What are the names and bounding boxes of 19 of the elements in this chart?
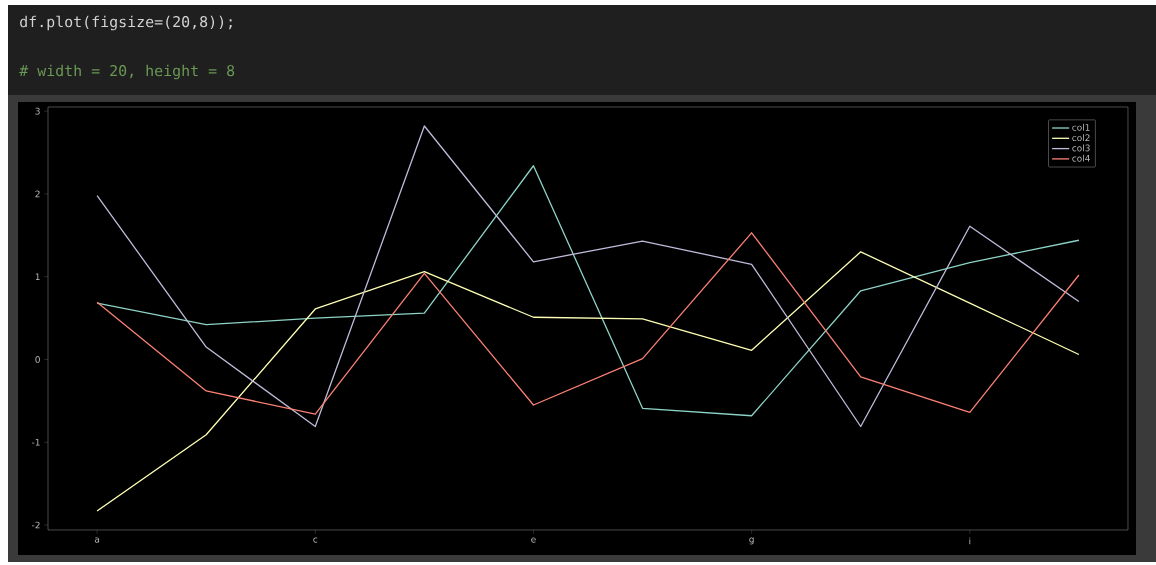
- legend-label: col2: [1072, 134, 1090, 142]
- y-tick-label: 0: [35, 356, 40, 363]
- y-tick-label: 1: [35, 273, 40, 280]
- legend-label: col4: [1072, 154, 1090, 162]
- y-tick-label: 3: [35, 107, 40, 115]
- legend-label: col3: [1072, 144, 1090, 152]
- y-tick-label: -1: [31, 438, 40, 446]
- x-tick-label: a: [94, 537, 100, 543]
- x-tick-label: e: [531, 537, 536, 543]
- line-series: [96, 232, 1080, 415]
- x-tick-label: c: [313, 537, 318, 543]
- text: df.plot(figsize=(20,8));: [20, 15, 232, 31]
- line-series: [96, 251, 1080, 512]
- y-tick-label: -2: [31, 521, 40, 529]
- legend-label: col1: [1072, 123, 1090, 131]
- x-tick-label: i: [969, 537, 971, 545]
- y-tick-label: 2: [35, 190, 40, 198]
- text: # width = 20, height = 8: [19, 64, 235, 80]
- x-tick-label: g: [749, 537, 754, 545]
